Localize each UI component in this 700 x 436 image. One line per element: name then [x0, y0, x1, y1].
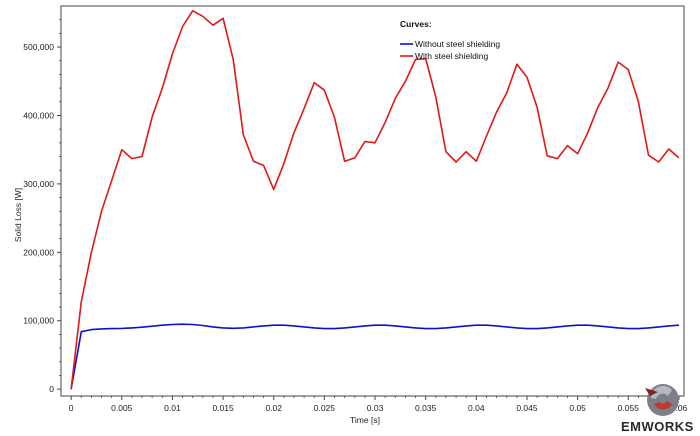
emworks-logo-text: EMWORKS: [621, 419, 694, 434]
x-tick-label: 0.05: [569, 403, 586, 413]
x-tick-label: 0.01: [164, 403, 181, 413]
x-tick-label: 0.045: [516, 403, 538, 413]
y-tick-label: 0: [49, 384, 54, 394]
x-tick-label: 0: [69, 403, 74, 413]
y-tick-label: 100,000: [23, 316, 54, 326]
y-tick-label: 300,000: [23, 179, 54, 189]
legend-title: Curves:: [400, 19, 432, 29]
x-tick-label: 0.005: [111, 403, 133, 413]
legend: Curves: Without steel shielding With ste…: [400, 19, 500, 61]
x-tick-label: 0.055: [618, 403, 640, 413]
emworks-logo-mark-icon: [645, 384, 679, 416]
y-tick-label: 200,000: [23, 247, 54, 257]
y-tick-label: 500,000: [23, 42, 54, 52]
x-axis-title: Time [s]: [350, 415, 380, 425]
plot-frame: [60, 5, 685, 397]
x-tick-label: 0.06: [671, 403, 688, 413]
x-tick-label: 0.02: [265, 403, 282, 413]
y-axis-ticks: 0 100,000 200,000 300,000 400,000 500,000: [23, 19, 61, 394]
series-lines: [70, 10, 680, 390]
x-tick-label: 0.025: [314, 403, 336, 413]
x-tick-label: 0.035: [415, 403, 437, 413]
series-line-with-steel-shielding: [70, 10, 680, 390]
series-line-without-steel-shielding: [70, 323, 679, 390]
x-tick-label: 0.03: [367, 403, 384, 413]
legend-label-with-steel-shielding: With steel shielding: [415, 51, 489, 61]
legend-label-without-steel-shielding: Without steel shielding: [415, 39, 500, 49]
y-axis-title: Solid Loss [W]: [13, 188, 23, 242]
x-tick-label: 0.04: [468, 403, 485, 413]
x-tick-label: 0.015: [212, 403, 234, 413]
emworks-logo: EMWORKS: [621, 384, 694, 434]
x-axis-ticks: 0 0.005 0.01 0.015 0.02 0.025 0.03 0.035 0.04 0.0…: [69, 396, 688, 413]
y-tick-label: 400,000: [23, 110, 54, 120]
